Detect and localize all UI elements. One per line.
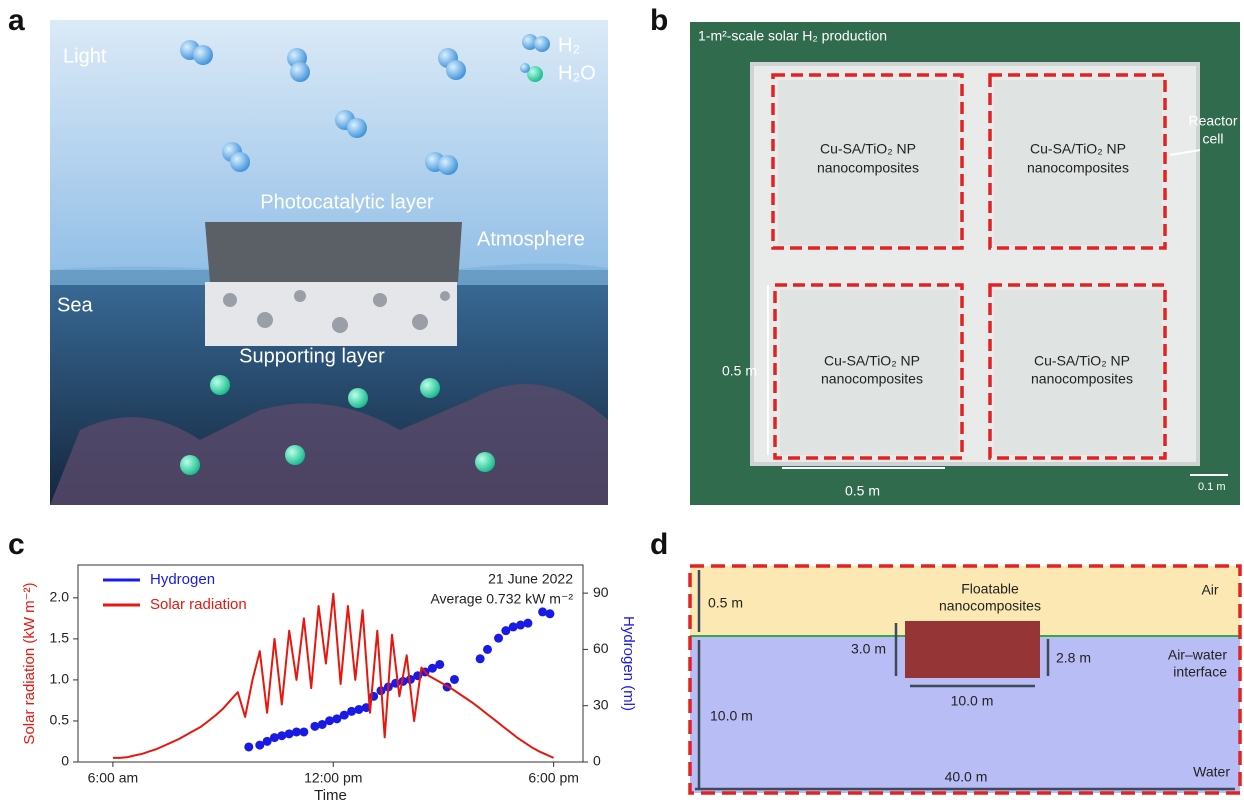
y2-tick-label: 60 bbox=[593, 640, 609, 656]
data-point bbox=[545, 609, 554, 618]
dimension: 10.0 m bbox=[710, 708, 753, 724]
y-tick-label: 2.0 bbox=[50, 589, 70, 605]
label: Air–water bbox=[1168, 647, 1227, 663]
y-axis-label: Solar radiation (kW m⁻²) bbox=[21, 582, 38, 744]
figure: a b c d Light H₂ H₂O Photocatalytic laye… bbox=[0, 0, 1244, 801]
line bbox=[113, 594, 554, 758]
data-point bbox=[435, 660, 444, 669]
dimension: 3.0 m bbox=[851, 641, 886, 657]
panel-label: a bbox=[8, 4, 25, 37]
cell-label: Cu-SA/TiO₂ NP bbox=[820, 141, 916, 157]
cell-label: nanocomposites bbox=[821, 371, 923, 387]
chart: 6:00 am 12:00 pm 6:00 pm 0 0.5 1.0 1.5 2.0 0 30 60… bbox=[21, 571, 637, 801]
illustration-a bbox=[50, 20, 608, 505]
label: Floatable bbox=[961, 581, 1019, 597]
y2-axis-label: Hydrogen (ml) bbox=[620, 616, 637, 711]
x-tick-label: 6:00 am bbox=[88, 770, 139, 786]
label: Reactor bbox=[1188, 113, 1237, 129]
dimension: 0.5 m bbox=[722, 363, 757, 379]
photo-b bbox=[690, 22, 1240, 505]
title: 1-m²-scale solar H₂ production bbox=[698, 28, 887, 44]
dimension: 0.5 m bbox=[845, 483, 880, 499]
data-point bbox=[483, 645, 492, 654]
x-tick-label: 12:00 pm bbox=[304, 770, 362, 786]
dimension: 0.5 m bbox=[708, 595, 743, 611]
data-point bbox=[450, 675, 459, 684]
y2-tick-label: 0 bbox=[593, 753, 601, 769]
label: interface bbox=[1173, 664, 1227, 680]
x-axis-label: Time bbox=[314, 787, 347, 801]
legend-label: Hydrogen bbox=[150, 571, 215, 588]
panel-label: d bbox=[650, 528, 668, 561]
data-point bbox=[494, 634, 503, 643]
y2-tick-label: 30 bbox=[593, 696, 609, 712]
label: Water bbox=[1193, 764, 1230, 780]
annotation: 21 June 2022 bbox=[488, 571, 573, 587]
label: Air bbox=[1201, 582, 1218, 598]
cell-label: nanocomposites bbox=[817, 160, 919, 176]
cell-label: nanocomposites bbox=[1031, 371, 1133, 387]
data-point bbox=[244, 742, 253, 751]
data-point bbox=[523, 619, 532, 628]
y-tick-label: 1.5 bbox=[50, 630, 70, 646]
cell-label: Cu-SA/TiO₂ NP bbox=[1030, 141, 1126, 157]
legend-label: H₂O bbox=[558, 62, 596, 84]
label: Sea bbox=[57, 294, 93, 316]
cell-label: Cu-SA/TiO₂ NP bbox=[824, 353, 920, 369]
dimension: 2.8 m bbox=[1056, 650, 1091, 666]
panel-label: c bbox=[8, 528, 25, 561]
annotation: Average 0.732 kW m⁻² bbox=[430, 591, 573, 607]
legend-label: Solar radiation bbox=[150, 596, 247, 613]
y2-tick-label: 90 bbox=[593, 584, 609, 600]
label: Light bbox=[63, 45, 107, 67]
x-tick-label: 6:00 pm bbox=[528, 770, 579, 786]
panel-label: b bbox=[650, 4, 668, 37]
label: cell bbox=[1202, 131, 1223, 147]
scale-label: 0.1 m bbox=[1198, 481, 1226, 493]
y-tick-label: 0.5 bbox=[50, 712, 70, 728]
label: Supporting layer bbox=[239, 345, 385, 367]
label: Atmosphere bbox=[477, 228, 585, 250]
page: { "panel_labels": ["a", "b", "c", "d"], … bbox=[0, 0, 1244, 801]
label: nanocomposites bbox=[939, 598, 1041, 614]
legend-label: H₂ bbox=[558, 34, 580, 56]
y-tick-label: 0 bbox=[61, 753, 69, 769]
cell-label: Cu-SA/TiO₂ NP bbox=[1034, 353, 1130, 369]
data-point bbox=[299, 727, 308, 736]
cell-label: nanocomposites bbox=[1027, 160, 1129, 176]
y-tick-label: 1.0 bbox=[50, 671, 70, 687]
dimension: 10.0 m bbox=[951, 693, 994, 709]
dimension: 40.0 m bbox=[945, 769, 988, 785]
label: Photocatalytic layer bbox=[260, 191, 434, 213]
data-point bbox=[476, 654, 485, 663]
